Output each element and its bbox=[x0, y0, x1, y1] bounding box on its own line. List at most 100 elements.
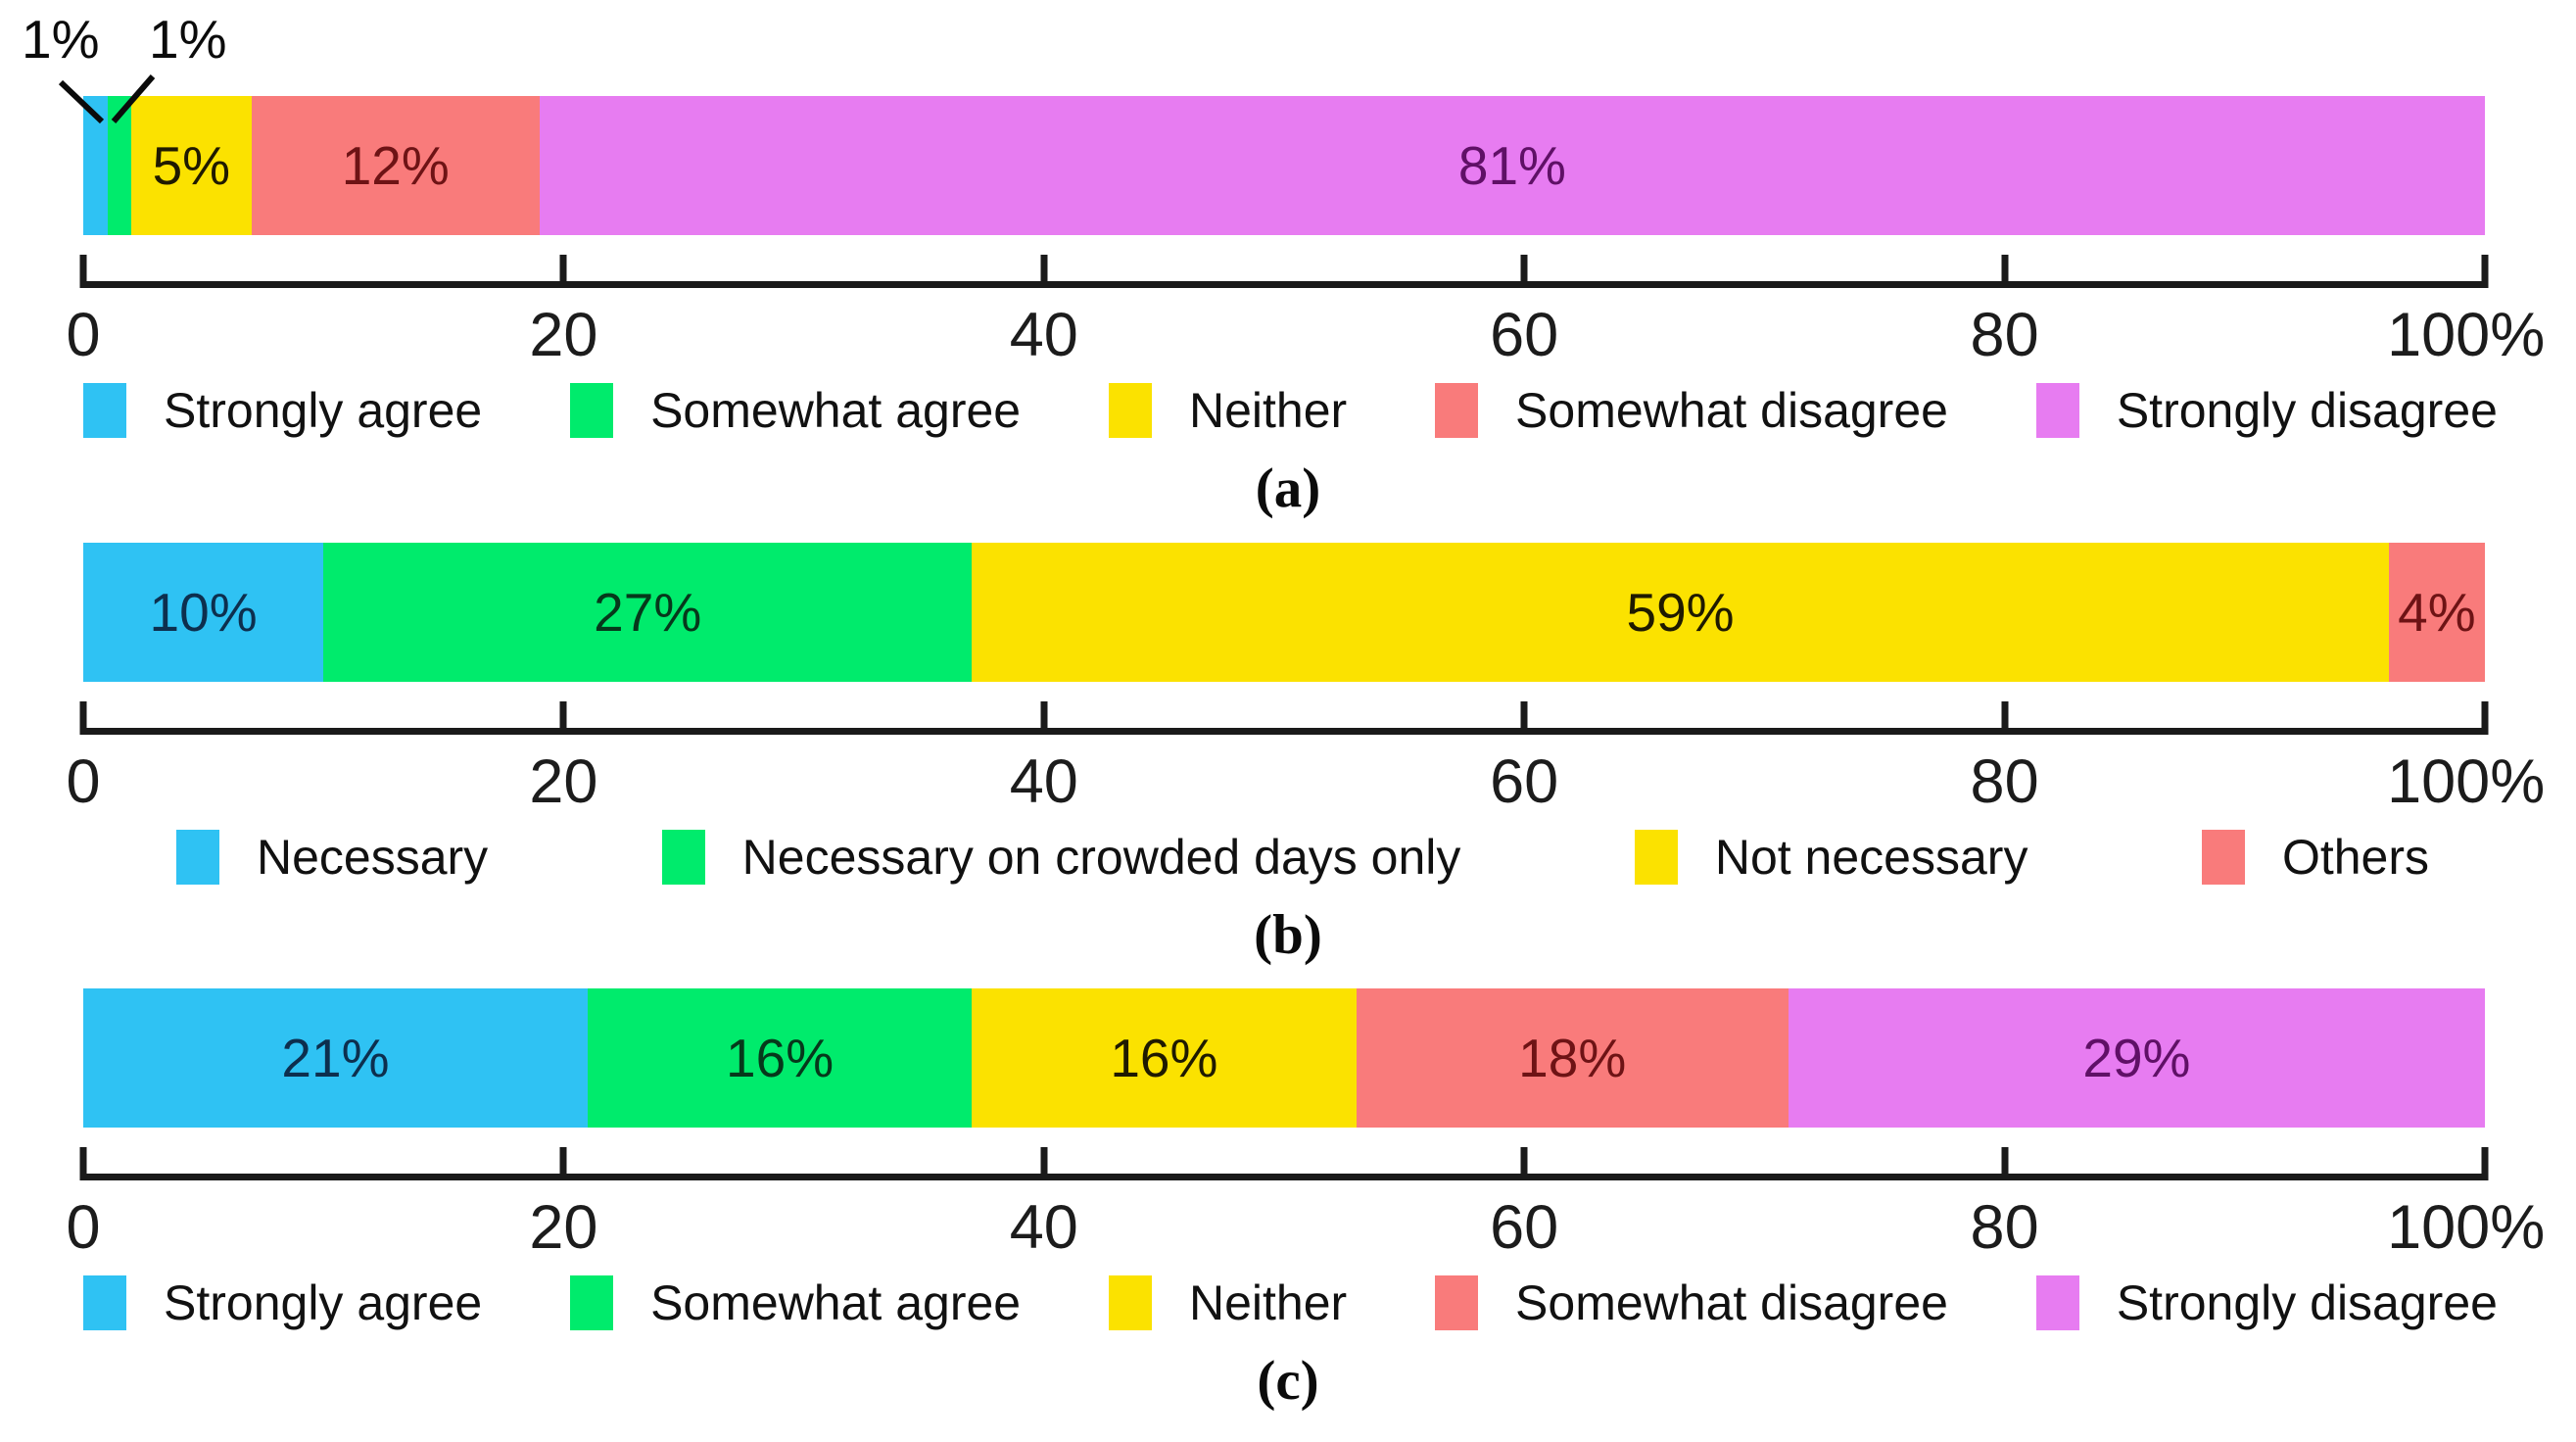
axis-line bbox=[83, 1174, 2485, 1181]
axis-tick bbox=[2481, 1147, 2489, 1181]
axis-tick bbox=[1520, 700, 1528, 735]
bar-segment: 16% bbox=[972, 988, 1357, 1129]
bar-segment: 5% bbox=[131, 96, 252, 235]
plot-area: 10% 27% 59% 4% 0 20 40 60 80 100% bbox=[66, 542, 2545, 819]
axis-tick-label: 100% bbox=[2387, 1193, 2546, 1263]
panel-caption: (a) bbox=[1255, 457, 1321, 519]
legend-item: Somewhat agree bbox=[570, 382, 1021, 439]
legend: Necessary Necessary on crowded days only N… bbox=[0, 829, 2576, 886]
stacked-bar: 10% 27% 59% 4% bbox=[83, 542, 2485, 682]
axis-line bbox=[83, 281, 2485, 288]
axis-tick-label: 80 bbox=[1970, 301, 2039, 369]
axis-tick-label: 0 bbox=[66, 746, 101, 816]
bar-segment: 10% bbox=[83, 542, 324, 682]
legend-label: Strongly agree bbox=[164, 383, 483, 438]
legend-swatch-icon bbox=[661, 829, 705, 885]
legend: Strongly agree Somewhat agree Neither Somew… bbox=[0, 1274, 2576, 1331]
bar-segment: 16% bbox=[587, 988, 973, 1129]
axis-tick bbox=[559, 255, 567, 288]
axis-tick-label: 20 bbox=[529, 301, 598, 369]
axis-tick-label: 0 bbox=[66, 1193, 101, 1263]
axis-tick bbox=[559, 700, 567, 735]
legend-swatch-icon bbox=[2035, 1275, 2079, 1331]
axis-tick-label: 40 bbox=[1009, 746, 1078, 816]
legend-item: Somewhat agree bbox=[570, 1274, 1021, 1331]
axis-tick-label: 100% bbox=[2387, 746, 2546, 816]
bar-segment: 59% bbox=[972, 542, 2389, 682]
stacked-bar: 5% 12% 81% bbox=[83, 96, 2485, 235]
legend-swatch-icon bbox=[1108, 1275, 1152, 1331]
panel-caption: (b) bbox=[1254, 903, 1322, 966]
chart-panel-c: 21% 16% 16% 18% 29% 0 20 40 60 80 100% Strongly a… bbox=[0, 988, 2576, 1414]
bar-segment: 27% bbox=[323, 542, 973, 682]
legend-item: Strongly agree bbox=[83, 382, 482, 439]
legend: Strongly agree Somewhat agree Neither Somew… bbox=[0, 382, 2576, 439]
axis-tick-label: 40 bbox=[1009, 1193, 1078, 1263]
x-axis-tick-labels: 0 20 40 60 80 100% bbox=[66, 1184, 2545, 1265]
bar-segment: 18% bbox=[1356, 988, 1789, 1129]
legend-label: Neither bbox=[1188, 1275, 1348, 1331]
legend-item: Strongly disagree bbox=[2035, 382, 2498, 439]
annotation-zone: 1% 1% bbox=[0, 6, 2576, 124]
legend-item: Somewhat disagree bbox=[1435, 1274, 1948, 1331]
axis-tick bbox=[1040, 255, 1048, 288]
x-axis bbox=[79, 1141, 2489, 1181]
legend-label: Others bbox=[2281, 829, 2429, 885]
annotation-label-somewhat-agree: 1% bbox=[149, 9, 227, 70]
bar-segment: 21% bbox=[83, 988, 588, 1129]
legend-swatch-icon bbox=[83, 1275, 126, 1331]
bar-segment: 81% bbox=[539, 96, 2485, 235]
legend-label: Somewhat agree bbox=[650, 1275, 1022, 1331]
legend-label: Somewhat agree bbox=[650, 383, 1022, 438]
axis-tick bbox=[1520, 1147, 1528, 1181]
axis-tick bbox=[2481, 700, 2489, 735]
bar-segment bbox=[83, 96, 108, 235]
legend-swatch-icon bbox=[1108, 383, 1152, 438]
legend-label: Strongly disagree bbox=[2116, 383, 2498, 438]
legend-item: Somewhat disagree bbox=[1435, 382, 1948, 439]
axis-tick-label: 60 bbox=[1490, 301, 1559, 369]
legend-label: Somewhat disagree bbox=[1515, 383, 1948, 438]
axis-tick-label: 20 bbox=[529, 746, 598, 816]
legend-swatch-icon bbox=[176, 829, 219, 885]
axis-tick-label: 40 bbox=[1009, 301, 1078, 369]
axis-tick bbox=[79, 1147, 87, 1181]
axis-tick bbox=[2001, 255, 2009, 288]
legend-label: Necessary on crowded days only bbox=[741, 829, 1461, 885]
legend-swatch-icon bbox=[1435, 383, 1479, 438]
legend-item: Necessary on crowded days only bbox=[661, 829, 1461, 886]
bar-segment: 29% bbox=[1788, 988, 2485, 1129]
axis-tick bbox=[1040, 700, 1048, 735]
axis-tick-label: 100% bbox=[2387, 301, 2546, 369]
legend-swatch-icon bbox=[83, 383, 126, 438]
axis-tick bbox=[1040, 1147, 1048, 1181]
axis-tick bbox=[1520, 255, 1528, 288]
chart-panel-a: 1% 1% 5% 12% 81% 0 20 40 60 80 100% Strongly ag… bbox=[0, 6, 2576, 521]
legend-item: Strongly agree bbox=[83, 1274, 482, 1331]
plot-area: 5% 12% 81% 0 20 40 60 80 100% bbox=[66, 96, 2545, 372]
plot-area: 21% 16% 16% 18% 29% 0 20 40 60 80 100% bbox=[66, 988, 2545, 1265]
axis-tick bbox=[559, 1147, 567, 1181]
x-axis-tick-labels: 0 20 40 60 80 100% bbox=[66, 739, 2545, 819]
x-axis bbox=[79, 696, 2489, 735]
axis-line bbox=[83, 727, 2485, 735]
legend-label: Strongly disagree bbox=[2116, 1275, 2498, 1331]
legend-item: Neither bbox=[1108, 1274, 1348, 1331]
bar-segment: 12% bbox=[251, 96, 540, 235]
bar-segment bbox=[107, 96, 132, 235]
legend-swatch-icon bbox=[570, 1275, 614, 1331]
x-axis bbox=[79, 249, 2489, 288]
legend-item: Neither bbox=[1108, 382, 1348, 439]
axis-tick bbox=[79, 700, 87, 735]
axis-tick-label: 80 bbox=[1970, 746, 2039, 816]
legend-label: Not necessary bbox=[1714, 829, 2028, 885]
chart-panel-b: 10% 27% 59% 4% 0 20 40 60 80 100% Necessary Neces… bbox=[0, 542, 2576, 968]
legend-swatch-icon bbox=[2035, 383, 2079, 438]
axis-tick bbox=[2481, 255, 2489, 288]
axis-tick bbox=[79, 255, 87, 288]
legend-label: Neither bbox=[1188, 383, 1348, 438]
legend-swatch-icon bbox=[1634, 829, 1678, 885]
legend-swatch-icon bbox=[570, 383, 614, 438]
legend-label: Somewhat disagree bbox=[1515, 1275, 1948, 1331]
